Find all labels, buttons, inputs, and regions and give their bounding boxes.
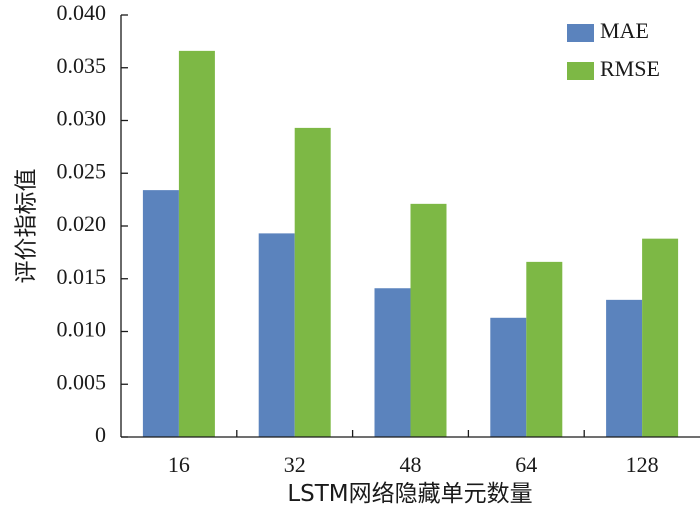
y-ticks-group: 0 0.005 0.010 0.015 0.020 0.025 0.030 0.035 0.04… (57, 0, 128, 447)
rmse-bar (294, 127, 331, 437)
y-tick-label: 0.015 (57, 264, 107, 289)
y-tick-label: 0.040 (57, 0, 107, 25)
x-tick-label: 16 (168, 452, 190, 477)
x-axis-title: LSTM网络隐藏单元数量 (287, 481, 532, 507)
x-tick-label: 48 (400, 452, 422, 477)
mae-bar (490, 317, 527, 437)
mae-bar (606, 299, 643, 437)
x-tick-label: 64 (515, 452, 537, 477)
y-tick-label: 0.035 (57, 53, 107, 78)
x-tick-label: 32 (284, 452, 306, 477)
bars-group (142, 50, 679, 438)
y-axis-title: 评价指标值 (14, 169, 40, 284)
y-tick-label: 0.005 (57, 369, 107, 394)
rmse-bar (410, 203, 447, 437)
rmse-bar (178, 50, 215, 438)
mae-bar (142, 190, 179, 437)
x-ticks-group: 16 32 48 64 128 (168, 430, 659, 477)
rmse-bar (526, 261, 563, 437)
y-tick-label: 0.020 (57, 211, 107, 236)
x-tick-label: 128 (626, 452, 659, 477)
mae-bar (374, 288, 411, 437)
rmse-bar (642, 238, 679, 437)
y-tick-label: 0 (95, 422, 106, 447)
y-tick-label: 0.010 (57, 317, 107, 342)
mae-bar (258, 233, 295, 437)
y-tick-label: 0.025 (57, 158, 107, 183)
mae-legend-label: MAE (600, 18, 649, 43)
rmse-legend-swatch (567, 62, 594, 80)
rmse-legend-label: RMSE (600, 56, 660, 81)
y-tick-label: 0.030 (57, 106, 107, 131)
legend: MAE RMSE (567, 18, 660, 81)
mae-legend-swatch (567, 24, 594, 42)
